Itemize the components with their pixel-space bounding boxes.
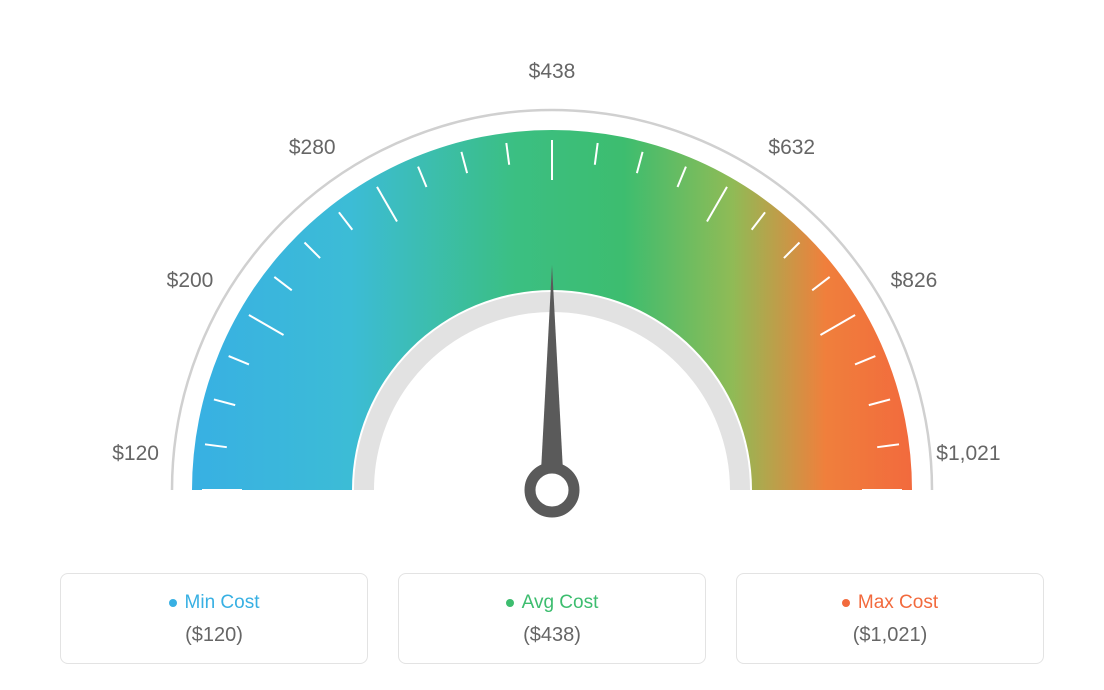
- max-cost-dot: [842, 599, 850, 607]
- min-cost-dot: [169, 599, 177, 607]
- gauge-canvas: $120 $200 $280 $438 $632 $826 $1,021: [0, 0, 1104, 560]
- min-cost-label-row: Min Cost: [169, 592, 260, 614]
- max-cost-value: ($1,021): [747, 624, 1033, 647]
- gauge-tick-label: $120: [112, 442, 159, 466]
- min-cost-value: ($120): [71, 624, 357, 647]
- gauge-tick-label: $1,021: [936, 442, 1000, 466]
- summary-cards: Min Cost ($120) Avg Cost ($438) Max Cost…: [60, 573, 1044, 664]
- avg-cost-label: Avg Cost: [522, 592, 599, 614]
- gauge-tick-label: $438: [529, 60, 576, 84]
- gauge-tick-label: $826: [891, 269, 938, 293]
- cost-gauge-chart: $120 $200 $280 $438 $632 $826 $1,021 Min Cost …: [0, 0, 1104, 690]
- max-cost-card: Max Cost ($1,021): [736, 573, 1044, 664]
- avg-cost-label-row: Avg Cost: [506, 592, 599, 614]
- min-cost-card: Min Cost ($120): [60, 573, 368, 664]
- min-cost-label: Min Cost: [185, 592, 260, 614]
- max-cost-label-row: Max Cost: [842, 592, 938, 614]
- gauge-tick-label: $280: [289, 136, 336, 160]
- gauge-tick-label: $632: [768, 136, 815, 160]
- gauge-svg: [0, 0, 1104, 560]
- avg-cost-card: Avg Cost ($438): [398, 573, 706, 664]
- avg-cost-value: ($438): [409, 624, 695, 647]
- max-cost-label: Max Cost: [858, 592, 938, 614]
- avg-cost-dot: [506, 599, 514, 607]
- gauge-tick-label: $200: [167, 269, 214, 293]
